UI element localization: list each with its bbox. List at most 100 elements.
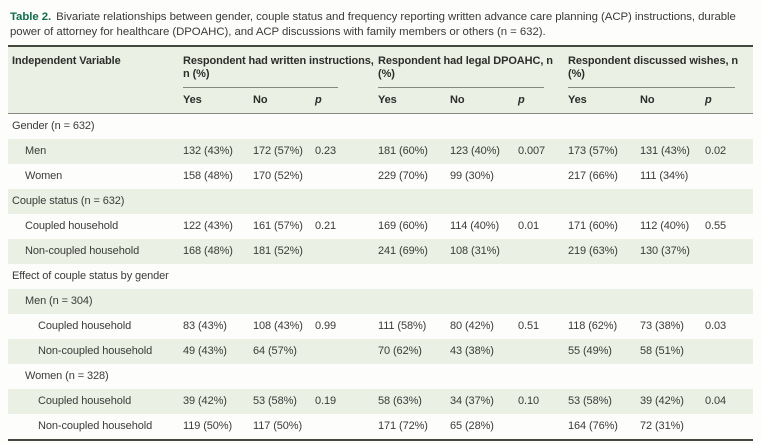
column-header-yes: Yes (183, 93, 202, 106)
cell-discussed-yes: 171 (60%) (568, 220, 618, 233)
cell-discussed-no: 111 (34%) (640, 170, 689, 183)
cell-written-no: 161 (57%) (253, 220, 303, 233)
row-label: Men (n = 304) (25, 295, 93, 308)
cell-discussed-no: 112 (40%) (640, 220, 690, 233)
cell-discussed-no: 39 (42%) (640, 395, 684, 408)
table-caption-text: Bivariate relationships between gender, … (10, 11, 736, 39)
column-header-p: p (705, 93, 712, 106)
row-label: Gender (n = 632) (12, 120, 95, 133)
cell-dpoahc-no: 65 (28%) (450, 420, 494, 433)
cell-dpoahc-no: 43 (38%) (450, 345, 494, 358)
column-group-label: Respondent discussed wishes, n (%) (568, 54, 738, 81)
row-label: Coupled household (38, 395, 132, 408)
cell-discussed-yes: 55 (49%) (568, 345, 612, 358)
cell-dpoahc-yes: 169 (60%) (378, 220, 428, 233)
cell-dpoahc-no: 80 (42%) (450, 320, 494, 333)
cell-written-p: 0.21 (315, 220, 337, 233)
column-spanner-rule (568, 86, 735, 88)
cell-discussed-no: 58 (51%) (640, 345, 684, 358)
table-row-men-coupled: Coupled household 83 (43%) 108 (43%) 0.9… (8, 314, 753, 339)
cell-written-p: 0.23 (315, 145, 337, 158)
section-row-men-304: Men (n = 304) (8, 288, 753, 314)
cell-written-no: 181 (52%) (253, 245, 303, 258)
cell-written-yes: 158 (48%) (183, 170, 233, 183)
row-label: Men (25, 145, 47, 158)
cell-discussed-yes: 173 (57%) (568, 145, 618, 158)
cell-discussed-no: 131 (43%) (640, 145, 690, 158)
cell-written-no: 170 (52%) (253, 170, 303, 183)
cell-written-no: 64 (57%) (253, 345, 297, 358)
cell-dpoahc-p: 0.007 (518, 145, 546, 158)
cell-discussed-p: 0.04 (705, 395, 727, 408)
cell-discussed-p: 0.03 (705, 320, 727, 333)
cell-written-no: 172 (57%) (253, 145, 303, 158)
cell-dpoahc-yes: 181 (60%) (378, 145, 428, 158)
cell-dpoahc-no: 108 (31%) (450, 245, 500, 258)
section-row-gender: Gender (n = 632) (8, 114, 753, 139)
cell-discussed-yes: 217 (66%) (568, 170, 618, 183)
cell-written-no: 53 (58%) (253, 395, 297, 408)
row-label: Women (n = 328) (25, 370, 109, 383)
column-group-label: Respondent had legal DPOAHC, n (%) (378, 54, 553, 81)
row-label: Effect of couple status by gender (12, 270, 169, 283)
cell-dpoahc-p: 0.10 (518, 395, 540, 408)
cell-dpoahc-yes: 229 (70%) (378, 170, 428, 183)
cell-written-no: 117 (50%) (253, 420, 303, 433)
cell-discussed-yes: 164 (76%) (568, 420, 618, 433)
column-header-no: No (640, 93, 655, 106)
cell-dpoahc-yes: 70 (62%) (378, 345, 422, 358)
cell-dpoahc-no: 99 (30%) (450, 170, 494, 183)
column-group-written-instructions: Respondent had written instructions, n (… (183, 47, 378, 88)
table-row-men: Men 132 (43%) 172 (57%) 0.23 181 (60%) 1… (8, 138, 753, 164)
table-header: Independent Variable Respondent had writ… (8, 46, 753, 114)
row-label: Women (25, 170, 63, 183)
cell-dpoahc-yes: 241 (69%) (378, 245, 428, 258)
cell-dpoahc-no: 34 (37%) (450, 395, 494, 408)
table-row-women: Women 158 (48%) 170 (52%) 229 (70%) 99 (… (8, 164, 753, 189)
section-row-women-328: Women (n = 328) (8, 364, 753, 389)
cell-written-yes: 168 (48%) (183, 245, 233, 258)
cell-written-yes: 122 (43%) (183, 220, 233, 233)
section-row-couple-status: Couple status (n = 632) (8, 188, 753, 214)
cell-dpoahc-yes: 58 (63%) (378, 395, 422, 408)
cell-dpoahc-no: 123 (40%) (450, 145, 500, 158)
table-caption: Table 2. Bivariate relationships between … (0, 0, 761, 41)
column-header-yes: Yes (568, 93, 587, 106)
cell-discussed-p: 0.02 (705, 145, 727, 158)
row-label: Non-coupled household (38, 420, 153, 433)
table-row-non-coupled-household: Non-coupled household 168 (48%) 181 (52%… (8, 238, 753, 264)
cell-dpoahc-no: 114 (40%) (450, 220, 500, 233)
column-header-no: No (450, 93, 465, 106)
column-header-independent-variable: Independent Variable (12, 54, 121, 67)
cell-dpoahc-yes: 171 (72%) (378, 420, 428, 433)
cell-discussed-no: 73 (38%) (640, 320, 684, 333)
table-row-men-non-coupled: Non-coupled household 49 (43%) 64 (57%) … (8, 338, 753, 364)
cell-discussed-yes: 118 (62%) (568, 320, 618, 333)
cell-dpoahc-yes: 111 (58%) (378, 320, 427, 333)
cell-written-yes: 49 (43%) (183, 345, 227, 358)
table-number-label: Table 2. (10, 11, 52, 23)
table-row-women-coupled: Coupled household 39 (42%) 53 (58%) 0.19… (8, 388, 753, 414)
column-spanner-rule (378, 86, 544, 88)
cell-written-yes: 132 (43%) (183, 145, 233, 158)
cell-written-p: 0.19 (315, 395, 337, 408)
row-label: Coupled household (25, 220, 119, 233)
column-spanner-rule (183, 86, 338, 88)
cell-discussed-yes: 219 (63%) (568, 245, 618, 258)
row-label: Non-coupled household (25, 245, 140, 258)
cell-written-p: 0.99 (315, 320, 337, 333)
column-header-yes: Yes (378, 93, 397, 106)
cell-discussed-p: 0.55 (705, 220, 727, 233)
column-group-discussed-wishes: Respondent discussed wishes, n (%) (568, 47, 753, 88)
data-table: Independent Variable Respondent had writ… (8, 44, 753, 441)
cell-discussed-yes: 53 (58%) (568, 395, 612, 408)
cell-written-yes: 83 (43%) (183, 320, 227, 333)
section-row-effect-by-gender: Effect of couple status by gender (8, 264, 753, 289)
row-label: Non-coupled household (38, 345, 153, 358)
cell-dpoahc-p: 0.51 (518, 320, 540, 333)
column-header-p: p (315, 93, 322, 106)
column-group-legal-dpoahc: Respondent had legal DPOAHC, n (%) (378, 47, 568, 88)
table-row-coupled-household: Coupled household 122 (43%) 161 (57%) 0.… (8, 214, 753, 239)
column-header-no: No (253, 93, 268, 106)
